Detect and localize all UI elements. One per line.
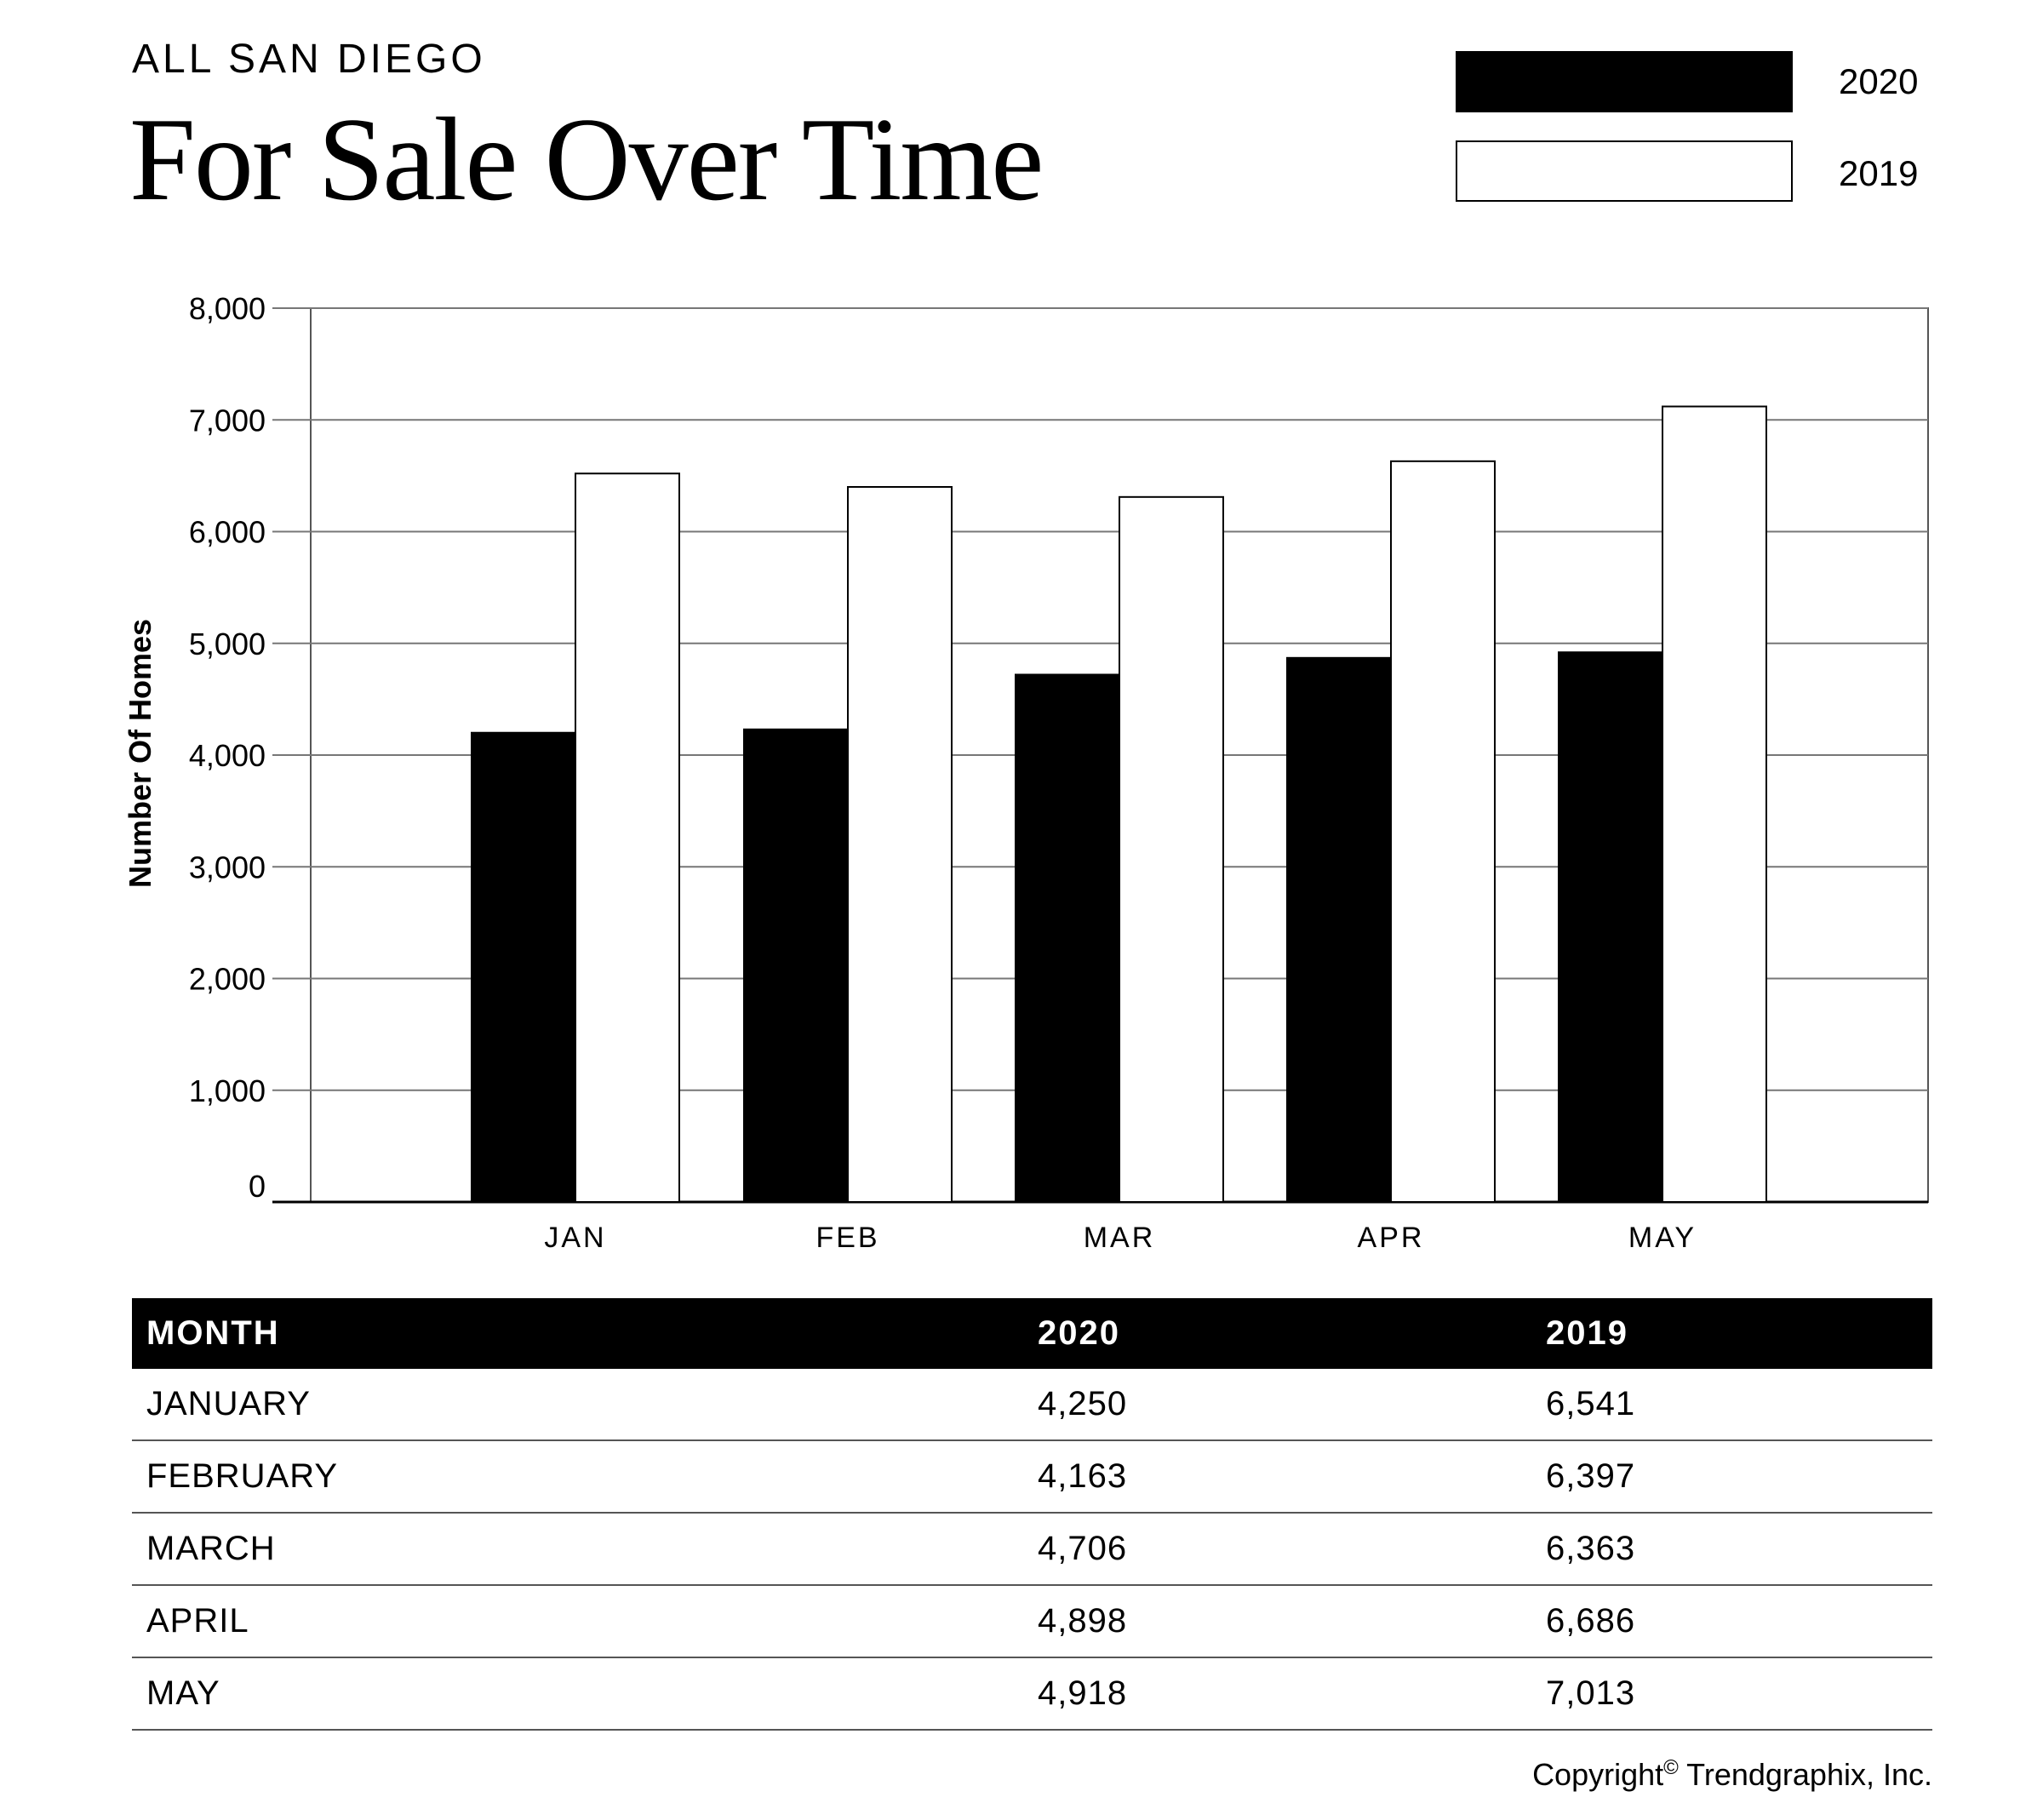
table-header-month: MONTH [132, 1298, 1023, 1369]
y-axis-label: Number Of Homes [123, 618, 157, 889]
chart-subtitle: ALL SAN DIEGO [132, 37, 486, 82]
bar-2020-may [1558, 651, 1663, 1203]
y-tick-label: 0 [249, 1169, 266, 1204]
table-cell-2019: 6,686 [1531, 1585, 1932, 1658]
table-cell-2019: 6,397 [1531, 1440, 1932, 1514]
table-cell-month: APRIL [132, 1585, 1023, 1658]
bar-2019-jan [575, 472, 680, 1203]
x-tick-label: JAN [544, 1222, 606, 1254]
table-cell-2020: 4,706 [1023, 1513, 1531, 1586]
legend-label-2020: 2020 [1839, 61, 1919, 101]
bar-2020-jan [471, 731, 576, 1203]
y-tick-label: 5,000 [189, 627, 266, 661]
table-row: JANUARY 4,250 6,541 [132, 1369, 1932, 1441]
table-cell-month: JANUARY [132, 1369, 1023, 1441]
legend-swatch-2020 [1456, 51, 1793, 112]
bar-2019-feb [847, 486, 953, 1203]
table-cell-2019: 6,541 [1531, 1369, 1932, 1441]
table-cell-month: MARCH [132, 1513, 1023, 1586]
bar-2020-mar [1015, 673, 1120, 1203]
y-tick-label: 6,000 [189, 515, 266, 550]
table-cell-month: FEBRUARY [132, 1440, 1023, 1514]
bar-2020-apr [1286, 656, 1392, 1203]
copyright-suffix: Trendgraphix, Inc. [1678, 1757, 1932, 1792]
copyright-notice: Copyright© Trendgraphix, Inc. [1532, 1756, 1932, 1793]
table-cell-2019: 7,013 [1531, 1657, 1932, 1731]
y-tick-label: 8,000 [189, 291, 266, 326]
table-header-2019: 2019 [1531, 1298, 1932, 1369]
table-cell-month: MAY [132, 1657, 1023, 1731]
y-tick-label: 7,000 [189, 403, 266, 438]
bar-2019-may [1662, 405, 1767, 1203]
bar-2019-mar [1119, 495, 1224, 1203]
legend-swatch-2019 [1456, 140, 1793, 202]
table-row: APRIL 4,898 6,686 [132, 1585, 1932, 1658]
table-row: MAY 4,918 7,013 [132, 1657, 1932, 1731]
table-cell-2020: 4,918 [1023, 1657, 1531, 1731]
bar-chart: 0 1,000 2,000 3,000 4,000 5,000 6,000 7,000 8,00… [189, 291, 1929, 1254]
chart-title: For Sale Over Time [129, 94, 1044, 226]
table-cell-2020: 4,250 [1023, 1369, 1531, 1441]
table-cell-2019: 6,363 [1531, 1513, 1932, 1586]
table-cell-2020: 4,163 [1023, 1440, 1531, 1514]
x-tick-label: MAR [1084, 1222, 1156, 1254]
x-tick-label: FEB [815, 1222, 879, 1254]
copyright-prefix: Copyright [1532, 1757, 1664, 1792]
bar-2019-apr [1390, 460, 1496, 1203]
table-row: FEBRUARY 4,163 6,397 [132, 1440, 1932, 1514]
y-tick-label: 4,000 [189, 738, 266, 773]
data-table: MONTH 2020 2019 JANUARY 4,250 6,541 FEBR… [132, 1298, 1932, 1731]
bar-2020-feb [743, 728, 849, 1203]
table-header-row: MONTH 2020 2019 [132, 1298, 1932, 1369]
table-header-2020: 2020 [1023, 1298, 1531, 1369]
y-tick-label: 2,000 [189, 962, 266, 997]
x-tick-label: APR [1358, 1222, 1425, 1254]
x-tick-label: MAY [1628, 1222, 1697, 1254]
copyright-symbol: © [1663, 1756, 1679, 1779]
table-row: MARCH 4,706 6,363 [132, 1513, 1932, 1586]
legend-label-2019: 2019 [1839, 153, 1919, 193]
table-cell-2020: 4,898 [1023, 1585, 1531, 1658]
y-tick-label: 3,000 [189, 850, 266, 884]
y-tick-label: 1,000 [189, 1073, 266, 1108]
